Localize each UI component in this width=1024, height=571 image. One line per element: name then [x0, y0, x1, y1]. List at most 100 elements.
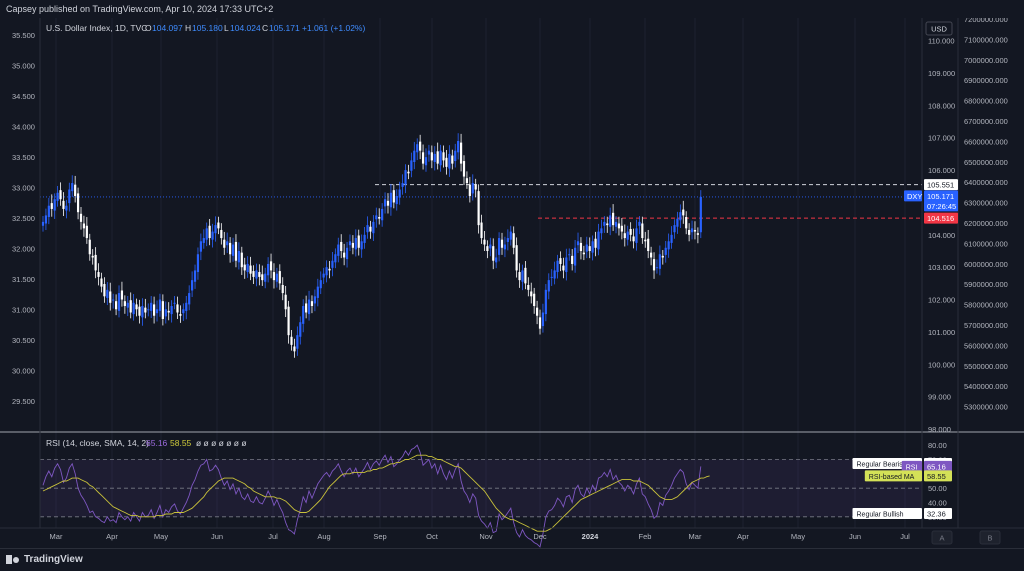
candle-body [588, 246, 591, 252]
far-right-axis-tick: 5300000.000 [964, 403, 1008, 412]
candle-body [483, 239, 486, 245]
time-axis-tick: Mar [50, 532, 63, 541]
far-right-axis-tick: 6300000.000 [964, 199, 1008, 208]
level-tag-resistance-bg [924, 179, 958, 191]
candle-body [237, 251, 240, 263]
candle-body [85, 225, 88, 239]
candle-body [524, 267, 527, 284]
candle-body [261, 274, 264, 281]
candle-body [497, 238, 501, 255]
candle-body [629, 229, 632, 235]
right-axis-tick: 99.000 [928, 393, 951, 402]
candle-body [211, 231, 214, 240]
candle-body [626, 231, 629, 240]
candle-body [392, 190, 395, 203]
rsi-tag-value-bg [924, 460, 952, 472]
candle-body [205, 228, 208, 240]
candle-body [220, 229, 223, 239]
candle-body [97, 272, 100, 277]
tradingview-logo[interactable]: TradingView [6, 554, 83, 565]
candle-body [568, 254, 571, 256]
candle-body [445, 157, 448, 167]
chart-container[interactable]: 35.500 35.000 34.500 34.000 33.500 33.000 32.5… [0, 15, 1024, 548]
candle-body [112, 299, 115, 301]
candle-body [401, 183, 404, 187]
candle-body [199, 241, 202, 252]
candle-body [641, 223, 644, 239]
candle-body [650, 252, 653, 258]
candle-body [363, 234, 366, 243]
candle-body [419, 141, 422, 151]
right-axis-tick: 100.000 [928, 360, 955, 369]
candle-body [606, 223, 609, 226]
candle-body [173, 302, 176, 304]
right-axis-tick: 104.000 [928, 231, 955, 240]
left-axis-tick: 35.500 [12, 31, 35, 40]
candle-body [59, 190, 62, 200]
candle-body [614, 221, 618, 227]
candle-body [82, 223, 86, 229]
pane-button-a[interactable]: A [931, 530, 953, 545]
candle-body [457, 140, 460, 153]
candle-body [553, 270, 556, 279]
pane-button-a-label: A [939, 534, 944, 543]
candle-body [231, 244, 235, 256]
time-axis-tick: Dec [533, 532, 547, 541]
candle-body [62, 200, 65, 209]
left-axis-tick: 31.500 [12, 275, 35, 284]
candle-body [354, 238, 357, 250]
time-axis-tick: Mar [689, 532, 702, 541]
candle-body [132, 302, 135, 315]
candle-body [337, 244, 340, 256]
candle-body [287, 306, 290, 336]
candle-body [229, 242, 232, 255]
rsi-tag-label-bg [852, 507, 922, 519]
candle-body [88, 239, 91, 255]
candle-body [430, 152, 433, 161]
far-right-axis-tick: 6900000.000 [964, 76, 1008, 85]
rsi-tag-value: 58.55 [927, 472, 946, 481]
candle-body [690, 228, 694, 233]
far-right-axis-tick: 6700000.000 [964, 117, 1008, 126]
candle-body [436, 151, 439, 164]
level-tag-resistance-text: 105.551 [927, 181, 954, 190]
candle-body [515, 245, 518, 271]
candle-body [293, 346, 296, 352]
rsi-axis-tick: 50.00 [928, 484, 947, 493]
currency-button[interactable]: USD [925, 21, 953, 36]
candle-body [351, 242, 355, 248]
candle-body [94, 254, 97, 271]
rsi-legend-ma: 58.55 [170, 438, 192, 448]
candle-body [345, 247, 349, 260]
candle-body [223, 239, 226, 248]
symbol-tag-bg [904, 190, 922, 202]
candle-body [661, 255, 664, 258]
rsi-tag-label-bg [901, 460, 922, 472]
candle-body [109, 291, 112, 303]
candle-body [53, 199, 56, 211]
candle-body [477, 191, 480, 226]
candle-body [451, 155, 454, 164]
candle-body [480, 222, 483, 239]
candle-body [454, 150, 457, 162]
candle-body [594, 238, 597, 248]
rsi-tag-label-bg [864, 470, 922, 482]
candle-body [378, 217, 381, 219]
far-right-axis-tick: 6000000.000 [964, 260, 1008, 269]
candle-body [468, 184, 471, 196]
right-axis-tick: 101.000 [928, 328, 955, 337]
candle-body [255, 270, 258, 279]
candle-body [667, 241, 670, 250]
candle-body [185, 302, 188, 311]
legend-o-value: 104.097 [152, 23, 183, 33]
horizontal-levels [40, 184, 922, 219]
time-axis-tick: Jul [900, 532, 910, 541]
chart-canvas[interactable]: 35.500 35.000 34.500 34.000 33.500 33.000 32.5… [0, 15, 1024, 548]
candle-body [120, 290, 124, 300]
candle-body [489, 244, 492, 249]
pane-button-b[interactable]: B [979, 530, 1001, 545]
candle-body [696, 233, 699, 235]
candle-body [623, 233, 626, 239]
candle-body [474, 184, 477, 190]
left-axis-tick: 35.000 [12, 62, 35, 71]
